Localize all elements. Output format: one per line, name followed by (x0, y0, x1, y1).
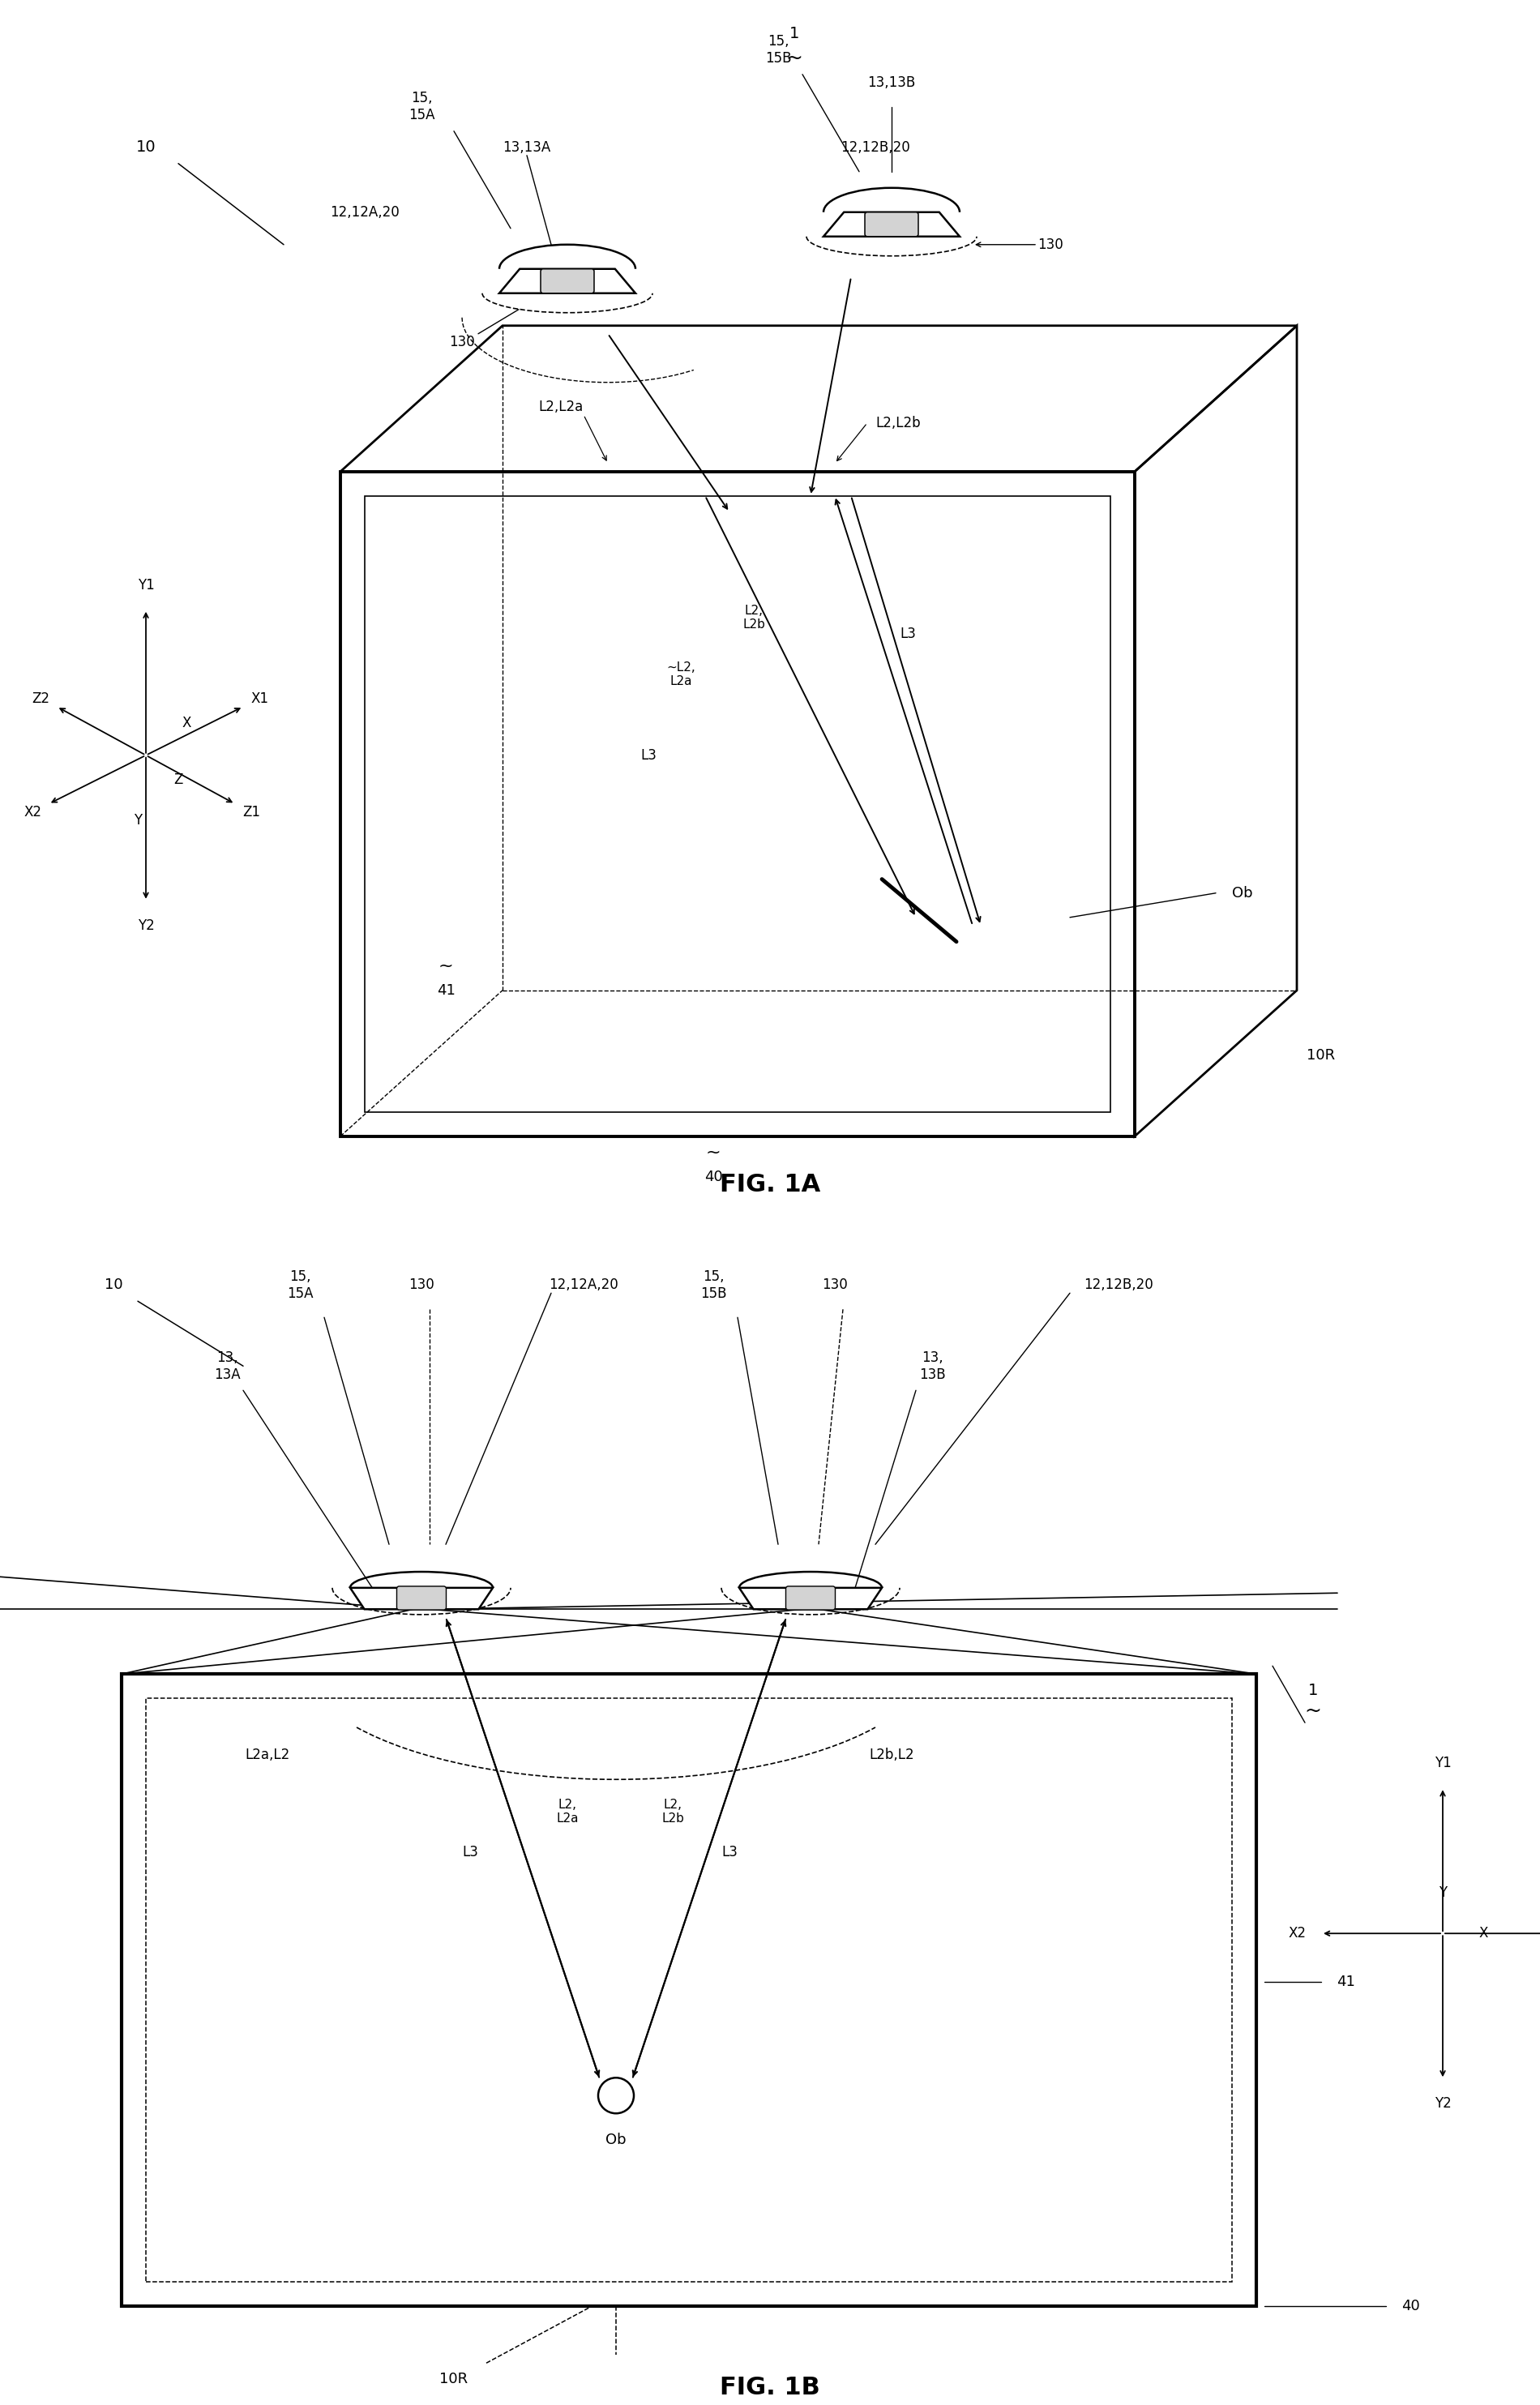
Polygon shape (824, 212, 959, 236)
Text: 10R: 10R (1307, 1049, 1335, 1063)
Text: Y: Y (134, 813, 142, 827)
Text: X: X (182, 717, 191, 731)
Polygon shape (499, 269, 636, 293)
Text: 12,12A,20: 12,12A,20 (548, 1277, 619, 1291)
Text: Z2: Z2 (32, 690, 49, 705)
Text: 12,12A,20: 12,12A,20 (330, 204, 399, 219)
Text: ~: ~ (439, 957, 453, 974)
Text: Z: Z (174, 772, 183, 786)
Text: 10: 10 (136, 139, 156, 154)
Text: FIG. 1A: FIG. 1A (719, 1174, 821, 1198)
Text: X2: X2 (23, 806, 42, 820)
Text: 1: 1 (1307, 1684, 1318, 1698)
Text: Z1: Z1 (242, 806, 260, 820)
Text: L3: L3 (899, 625, 916, 642)
Text: Y2: Y2 (137, 919, 154, 933)
Text: L2,L2a: L2,L2a (539, 399, 584, 414)
Text: ~: ~ (705, 1145, 721, 1162)
Polygon shape (350, 1587, 493, 1609)
Text: Ob: Ob (605, 2133, 627, 2148)
Text: 12,12B,20: 12,12B,20 (1084, 1277, 1153, 1291)
Text: L2a,L2: L2a,L2 (245, 1748, 290, 1763)
Text: 15,
15B: 15, 15B (765, 34, 792, 65)
Circle shape (598, 2078, 634, 2114)
Text: X2: X2 (1287, 1926, 1306, 1941)
Text: 1: 1 (790, 26, 799, 41)
Text: 12,12B,20: 12,12B,20 (841, 139, 910, 154)
Text: X: X (1478, 1926, 1488, 1941)
FancyBboxPatch shape (541, 269, 594, 293)
Text: 15,
15A: 15, 15A (286, 1270, 313, 1301)
Text: Y2: Y2 (1434, 2097, 1451, 2112)
Text: Y1: Y1 (1434, 1756, 1451, 1770)
FancyBboxPatch shape (865, 212, 918, 236)
Text: 10R: 10R (439, 2371, 468, 2386)
Text: 130: 130 (408, 1277, 434, 1291)
Text: ~: ~ (1304, 1700, 1321, 1720)
Text: L3: L3 (462, 1845, 477, 1859)
Text: 40: 40 (704, 1169, 722, 1183)
Text: 15,
15B: 15, 15B (701, 1270, 727, 1301)
Text: 40: 40 (1401, 2299, 1420, 2314)
Text: 13,13A: 13,13A (502, 139, 551, 154)
Text: 15,
15A: 15, 15A (408, 91, 434, 123)
Text: 130: 130 (1038, 238, 1063, 253)
Polygon shape (739, 1587, 882, 1609)
Text: 13,
13A: 13, 13A (214, 1349, 240, 1383)
Text: ~: ~ (785, 48, 802, 67)
Text: L2b,L2: L2b,L2 (869, 1748, 915, 1763)
Text: 13,13B: 13,13B (867, 75, 915, 89)
Text: Y1: Y1 (137, 577, 154, 592)
Text: L2,L2b: L2,L2b (875, 416, 921, 430)
FancyBboxPatch shape (785, 1587, 835, 1609)
Text: L2,
L2b: L2, L2b (742, 604, 765, 630)
Text: L2,
L2a: L2, L2a (556, 1799, 579, 1825)
Text: 10: 10 (105, 1277, 123, 1291)
Text: L2,
L2b: L2, L2b (662, 1799, 684, 1825)
Text: 130: 130 (822, 1277, 847, 1291)
Text: L3: L3 (641, 748, 656, 762)
FancyBboxPatch shape (397, 1587, 447, 1609)
Text: 13,
13B: 13, 13B (919, 1349, 946, 1383)
Text: FIG. 1B: FIG. 1B (719, 2376, 821, 2400)
Text: 41: 41 (1337, 1975, 1355, 1989)
Text: 130: 130 (450, 334, 474, 349)
Text: X1: X1 (251, 690, 268, 705)
Text: Y: Y (1438, 1886, 1448, 1900)
Text: L3: L3 (721, 1845, 738, 1859)
Text: 41: 41 (436, 984, 454, 998)
Text: Ob: Ob (1232, 885, 1252, 899)
Text: ~L2,
L2a: ~L2, L2a (667, 661, 696, 688)
